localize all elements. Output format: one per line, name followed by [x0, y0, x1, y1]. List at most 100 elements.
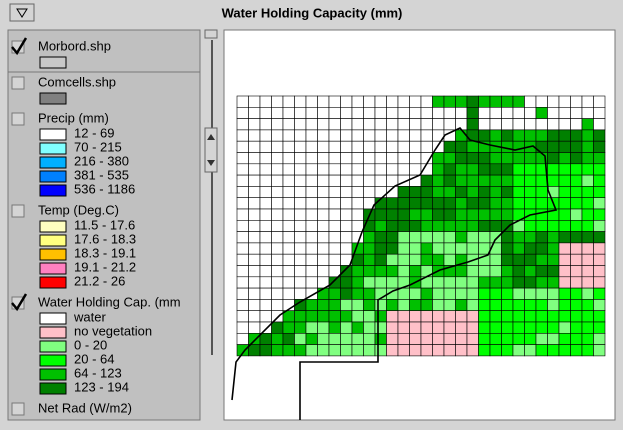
layer-checkbox[interactable] [11, 204, 25, 218]
map-cell [501, 107, 514, 119]
map-cell [248, 344, 261, 357]
map-cell [363, 174, 376, 187]
map-cell [535, 253, 548, 266]
map-cell [363, 163, 376, 176]
legend-swatch [39, 128, 67, 141]
map-cell [593, 129, 606, 142]
map-cell [512, 129, 525, 142]
legend-label: 216 - 380 [74, 153, 129, 168]
map-cell [581, 163, 594, 176]
map-cell [374, 321, 387, 334]
map-cell [248, 332, 261, 345]
map-cell [524, 242, 537, 255]
map-cell [248, 186, 261, 198]
map-cell [581, 107, 594, 119]
map-cell [489, 253, 502, 266]
map-cell [420, 95, 433, 108]
map-cell [570, 186, 583, 198]
legend-swatch [39, 276, 67, 289]
map-cell [570, 310, 583, 323]
map-cell [271, 220, 284, 232]
map-cell [294, 95, 307, 108]
map-cell [259, 287, 272, 300]
legend-swatch [39, 262, 67, 275]
layer-name: Water Holding Cap. (mm [38, 294, 181, 309]
map-cell [351, 220, 364, 232]
map-cell [397, 344, 410, 357]
map-cell [236, 220, 249, 232]
map-cell [340, 220, 353, 232]
map-cell [305, 265, 318, 278]
map-cell [409, 95, 422, 108]
map-cell [432, 332, 445, 345]
map-cell [397, 140, 410, 153]
map-cell [409, 208, 422, 221]
map-cell [271, 276, 284, 289]
map-cell [236, 299, 249, 311]
map-cell [512, 253, 525, 266]
map-cell [328, 253, 341, 266]
map-cell [236, 231, 249, 244]
map-cell [374, 265, 387, 278]
map-cell [512, 197, 525, 210]
map-cell [386, 107, 399, 119]
map-cell [282, 287, 295, 300]
map-cell [294, 174, 307, 187]
map-cell [271, 310, 284, 323]
map-cell [305, 332, 318, 345]
map-cell [489, 163, 502, 176]
map-cell [259, 220, 272, 232]
legend-label: 536 - 1186 [74, 181, 135, 196]
map-cell [455, 332, 468, 345]
map-cell [524, 253, 537, 266]
legend-label: 123 - 194 [74, 379, 129, 394]
map-cell [420, 321, 433, 334]
layer-checkbox[interactable] [11, 76, 25, 90]
map-cell [581, 344, 594, 357]
map-cell [489, 208, 502, 221]
map-cell [259, 95, 272, 108]
map-cell [432, 321, 445, 334]
map-layer [231, 95, 606, 420]
map-cell [305, 197, 318, 210]
map-cell [455, 310, 468, 323]
map-cell [397, 310, 410, 323]
map-cell [317, 95, 330, 108]
map-cell [420, 129, 433, 142]
layer-name: Morbord.shp [38, 38, 111, 53]
map-cell [271, 95, 284, 108]
map-cell [259, 332, 272, 345]
map-cell [570, 95, 583, 108]
map-cell [340, 287, 353, 300]
map-cell [535, 299, 548, 311]
map-cell [535, 197, 548, 210]
layer-checkbox[interactable] [11, 402, 25, 416]
map-cell [466, 220, 479, 232]
map-cell [386, 242, 399, 255]
map-cell [328, 95, 341, 108]
scroll-up[interactable] [204, 29, 218, 39]
map-cell [455, 208, 468, 221]
map-cell [363, 129, 376, 142]
map-cell [328, 163, 341, 176]
map-cell [282, 197, 295, 210]
map-cell [259, 310, 272, 323]
map-cell [593, 287, 606, 300]
map-cell [409, 344, 422, 357]
map-cell [478, 129, 491, 142]
map-cell [489, 220, 502, 232]
map-cell [409, 332, 422, 345]
map-cell [259, 186, 272, 198]
map-cell [282, 163, 295, 176]
map-cell [570, 152, 583, 165]
map-cell [294, 152, 307, 165]
legend-label: no vegetation [74, 323, 152, 338]
map-cell [374, 253, 387, 266]
map-cell [501, 231, 514, 244]
map-cell [501, 287, 514, 300]
window-menu-button[interactable] [9, 3, 35, 22]
legend-swatch [39, 234, 67, 247]
map-cell [501, 174, 514, 187]
layer-checkbox[interactable] [11, 112, 25, 126]
